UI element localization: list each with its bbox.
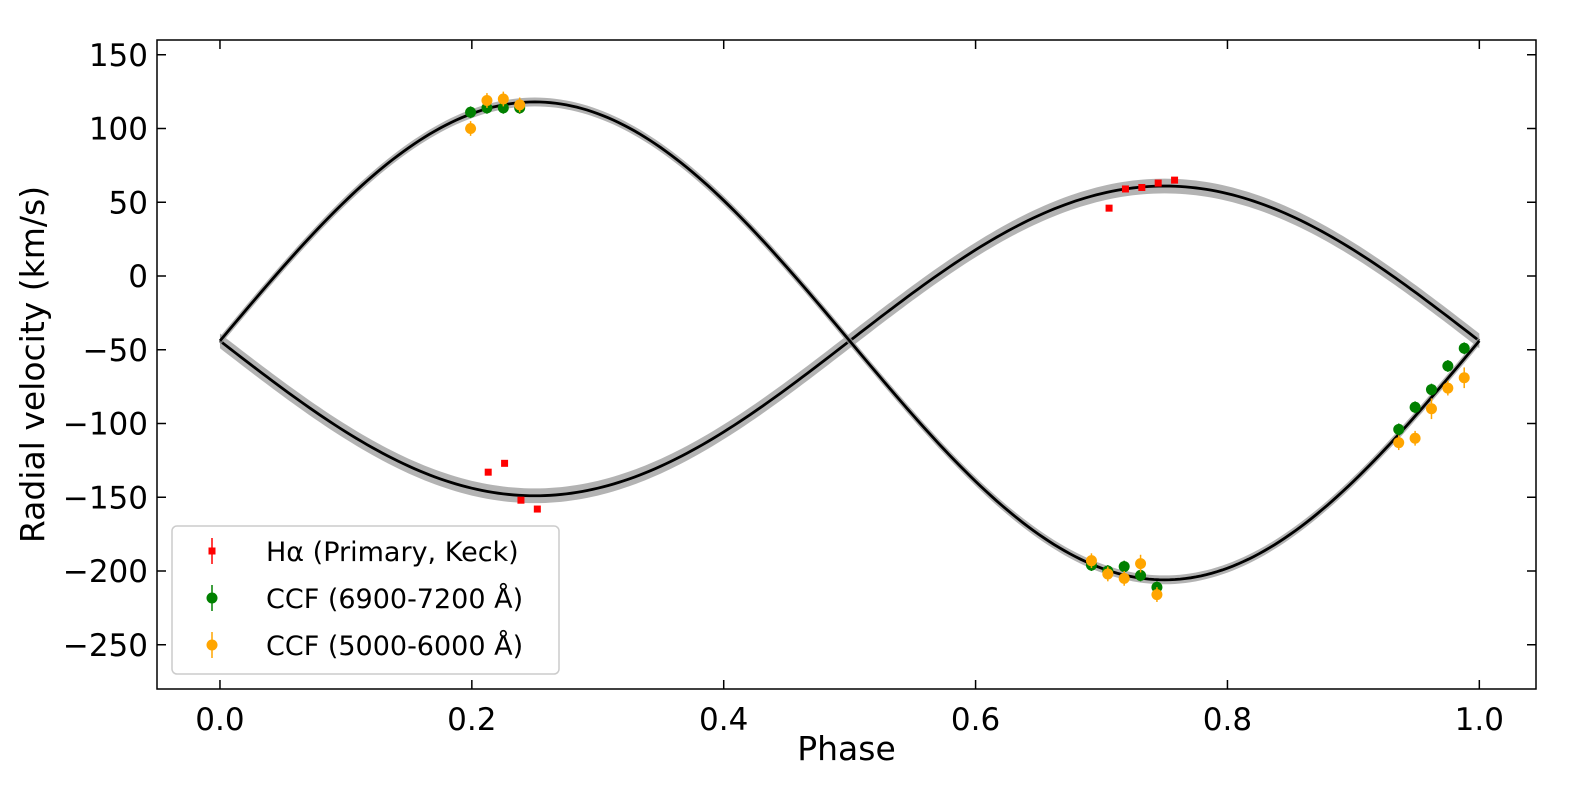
legend-box	[171, 525, 560, 675]
data-point-ccf	[1442, 382, 1454, 394]
data-point-ccf	[1458, 372, 1470, 384]
data-point-halpha	[1154, 179, 1162, 187]
x-tick-label: 0.4	[699, 702, 748, 738]
data-point-ccf	[1409, 432, 1421, 444]
y-tick-label: 100	[89, 112, 148, 148]
data-point-ccf	[1118, 561, 1130, 573]
data-point-ccf	[1135, 569, 1147, 581]
y-tick-label: 150	[89, 38, 148, 74]
data-point-ccf	[1393, 423, 1405, 435]
x-axis-label: Phase	[797, 729, 896, 768]
data-point-halpha	[501, 459, 509, 467]
data-points	[465, 91, 1470, 602]
x-tick-label: 0.8	[1203, 702, 1252, 738]
data-point-ccf	[1393, 437, 1405, 449]
x-tick-label: 1.0	[1455, 702, 1504, 738]
y-tick-label: −50	[83, 333, 148, 369]
legend: Hα (Primary, Keck) CCF (6900-7200 Å) CCF…	[171, 525, 560, 675]
data-point-ccf	[1135, 558, 1147, 570]
legend-markers	[206, 538, 218, 658]
y-tick-label: 50	[109, 185, 148, 221]
data-point-ccf	[497, 102, 509, 114]
data-point-ccf	[514, 99, 526, 111]
data-point-halpha	[1105, 204, 1113, 212]
legend-label-halpha: Hα (Primary, Keck)	[266, 537, 519, 568]
x-tick-label: 0.2	[447, 702, 496, 738]
x-tick-label: 0.6	[951, 702, 1000, 738]
legend-marker-circle	[206, 592, 218, 604]
data-point-ccf	[1409, 401, 1421, 413]
data-point-halpha	[484, 468, 492, 476]
legend-label-ccf-6900-7200: CCF (6900-7200 Å)	[266, 583, 523, 615]
legend-marker-circle	[206, 639, 218, 651]
data-point-halpha	[517, 496, 525, 504]
y-tick-label: −150	[63, 480, 148, 516]
data-point-ccf	[1151, 589, 1163, 601]
y-tick-label: −200	[63, 554, 148, 590]
data-point-halpha	[1138, 184, 1146, 191]
data-point-halpha	[533, 505, 541, 513]
plot-frame	[156, 39, 1537, 690]
data-point-halpha	[1171, 176, 1179, 184]
y-axis-label: Radial velocity (km/s)	[13, 186, 52, 543]
y-tick-label: −250	[63, 628, 148, 664]
x-tick-label: 0.0	[195, 702, 244, 738]
data-point-ccf	[465, 123, 477, 134]
data-point-ccf	[1118, 572, 1130, 584]
data-point-ccf	[497, 93, 509, 105]
y-tick-label: 0	[128, 259, 148, 295]
data-point-ccf	[1458, 342, 1470, 354]
data-point-ccf	[1425, 384, 1437, 396]
axis-ticks: 0.0 0.2 0.4 0.6 0.8 1.0 150 100 50 0 −50 −100 −150 −2…	[63, 38, 1536, 738]
data-point-ccf	[1425, 403, 1437, 415]
series-2	[465, 91, 1470, 602]
model-curves	[218, 97, 1481, 585]
data-point-halpha	[1121, 185, 1129, 193]
series-0	[484, 176, 1179, 513]
legend-marker-square	[208, 547, 216, 555]
data-point-ccf	[1085, 555, 1097, 567]
data-point-ccf	[1102, 568, 1114, 580]
y-tick-label: −100	[63, 407, 148, 443]
data-point-ccf	[1442, 360, 1454, 372]
data-point-ccf	[481, 94, 493, 106]
legend-label-ccf-5000-6000: CCF (5000-6000 Å)	[266, 630, 523, 662]
model-curve-secondary	[218, 100, 1481, 582]
data-point-ccf	[465, 106, 477, 118]
